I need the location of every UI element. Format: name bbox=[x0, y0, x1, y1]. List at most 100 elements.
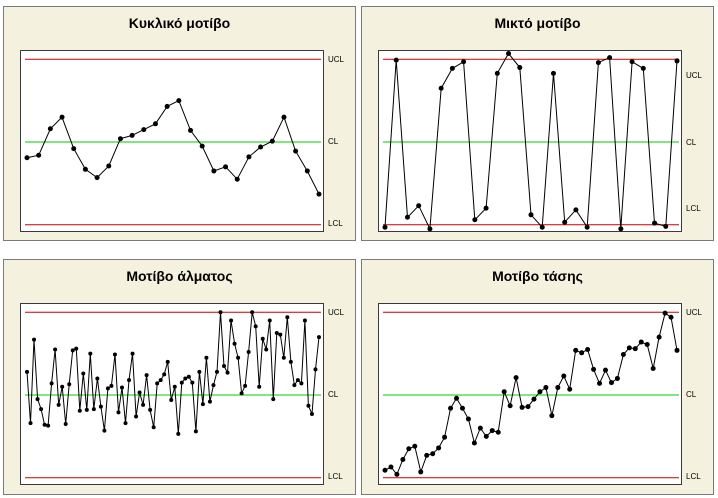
data-point bbox=[494, 70, 500, 76]
data-point bbox=[418, 469, 424, 475]
data-point bbox=[117, 136, 123, 142]
data-point bbox=[246, 349, 251, 354]
data-point bbox=[309, 412, 314, 417]
data-point bbox=[250, 310, 255, 315]
data-point bbox=[483, 205, 489, 211]
data-point bbox=[278, 332, 283, 337]
data-point bbox=[53, 347, 58, 352]
data-point bbox=[388, 464, 394, 470]
data-point bbox=[71, 146, 77, 152]
data-point bbox=[109, 383, 114, 388]
data-point bbox=[382, 467, 388, 473]
plot-area bbox=[20, 50, 324, 232]
data-point bbox=[211, 383, 216, 388]
data-point bbox=[229, 318, 234, 323]
data-point bbox=[234, 176, 240, 182]
data-point bbox=[264, 347, 269, 352]
data-point bbox=[63, 421, 68, 426]
data-point bbox=[199, 143, 205, 149]
data-point bbox=[281, 114, 287, 120]
data-point bbox=[193, 429, 198, 434]
data-point bbox=[190, 380, 195, 385]
data-point bbox=[222, 364, 227, 369]
data-point bbox=[382, 224, 388, 230]
data-point bbox=[543, 385, 549, 391]
data-point bbox=[472, 217, 478, 223]
cl-label: CL bbox=[328, 390, 339, 399]
data-point bbox=[47, 126, 53, 132]
data-point bbox=[449, 65, 455, 71]
data-point bbox=[236, 355, 241, 360]
ucl-label: UCL bbox=[328, 308, 345, 317]
data-point bbox=[620, 351, 626, 357]
data-point bbox=[424, 452, 430, 458]
data-point bbox=[36, 152, 42, 158]
data-point bbox=[165, 359, 170, 364]
data-point bbox=[35, 397, 40, 402]
data-point bbox=[218, 310, 223, 315]
data-point bbox=[188, 127, 194, 133]
series-line bbox=[26, 312, 320, 434]
data-point bbox=[394, 471, 400, 477]
data-point bbox=[442, 434, 448, 440]
chart-panel-trend: Μοτίβο τάσης UCL CL LCL bbox=[361, 259, 714, 495]
data-point bbox=[608, 380, 614, 386]
data-point bbox=[102, 428, 107, 433]
data-point bbox=[151, 425, 156, 430]
chart-svg bbox=[24, 58, 322, 226]
data-point bbox=[662, 310, 668, 316]
data-point bbox=[562, 219, 568, 225]
chart-svg bbox=[382, 310, 680, 479]
data-point bbox=[477, 425, 483, 431]
series-line bbox=[384, 52, 678, 231]
ucl-label: UCL bbox=[328, 55, 345, 64]
data-point bbox=[550, 70, 556, 76]
data-point bbox=[528, 212, 534, 218]
data-point bbox=[176, 98, 182, 104]
data-point bbox=[81, 371, 86, 376]
data-point bbox=[591, 366, 597, 372]
chart-svg bbox=[25, 310, 321, 479]
cl-label: CL bbox=[686, 138, 697, 147]
data-point bbox=[585, 347, 591, 352]
data-point bbox=[400, 457, 406, 463]
chart-title: Μοτίβο τάσης bbox=[492, 268, 583, 284]
data-point bbox=[24, 155, 30, 161]
data-point bbox=[507, 403, 513, 409]
data-point bbox=[82, 166, 88, 172]
plot-area bbox=[378, 303, 682, 485]
data-point bbox=[506, 50, 512, 56]
data-point bbox=[105, 386, 110, 391]
data-point bbox=[459, 405, 465, 411]
data-point bbox=[67, 382, 72, 387]
data-point bbox=[602, 367, 608, 373]
data-point bbox=[489, 428, 495, 434]
data-point bbox=[626, 345, 632, 351]
data-point bbox=[257, 384, 262, 389]
ucl-label: UCL bbox=[686, 308, 703, 317]
data-point bbox=[461, 59, 467, 65]
data-point bbox=[663, 223, 669, 229]
data-point bbox=[119, 385, 124, 390]
data-point bbox=[274, 330, 279, 335]
data-point bbox=[285, 315, 290, 320]
data-point bbox=[267, 318, 272, 323]
data-point bbox=[141, 127, 147, 133]
data-point bbox=[607, 55, 613, 61]
data-point bbox=[246, 154, 252, 160]
data-point bbox=[650, 366, 656, 372]
data-point bbox=[129, 132, 135, 138]
data-point bbox=[597, 380, 603, 386]
data-point bbox=[614, 375, 620, 381]
data-point bbox=[531, 396, 537, 402]
data-point bbox=[430, 451, 436, 457]
data-point bbox=[197, 369, 202, 374]
data-point bbox=[158, 378, 163, 383]
data-point bbox=[49, 381, 54, 386]
data-point bbox=[652, 220, 658, 226]
data-point bbox=[186, 374, 191, 379]
data-point bbox=[656, 334, 662, 340]
data-point bbox=[549, 413, 555, 419]
data-point bbox=[127, 378, 132, 383]
data-point bbox=[144, 373, 149, 378]
